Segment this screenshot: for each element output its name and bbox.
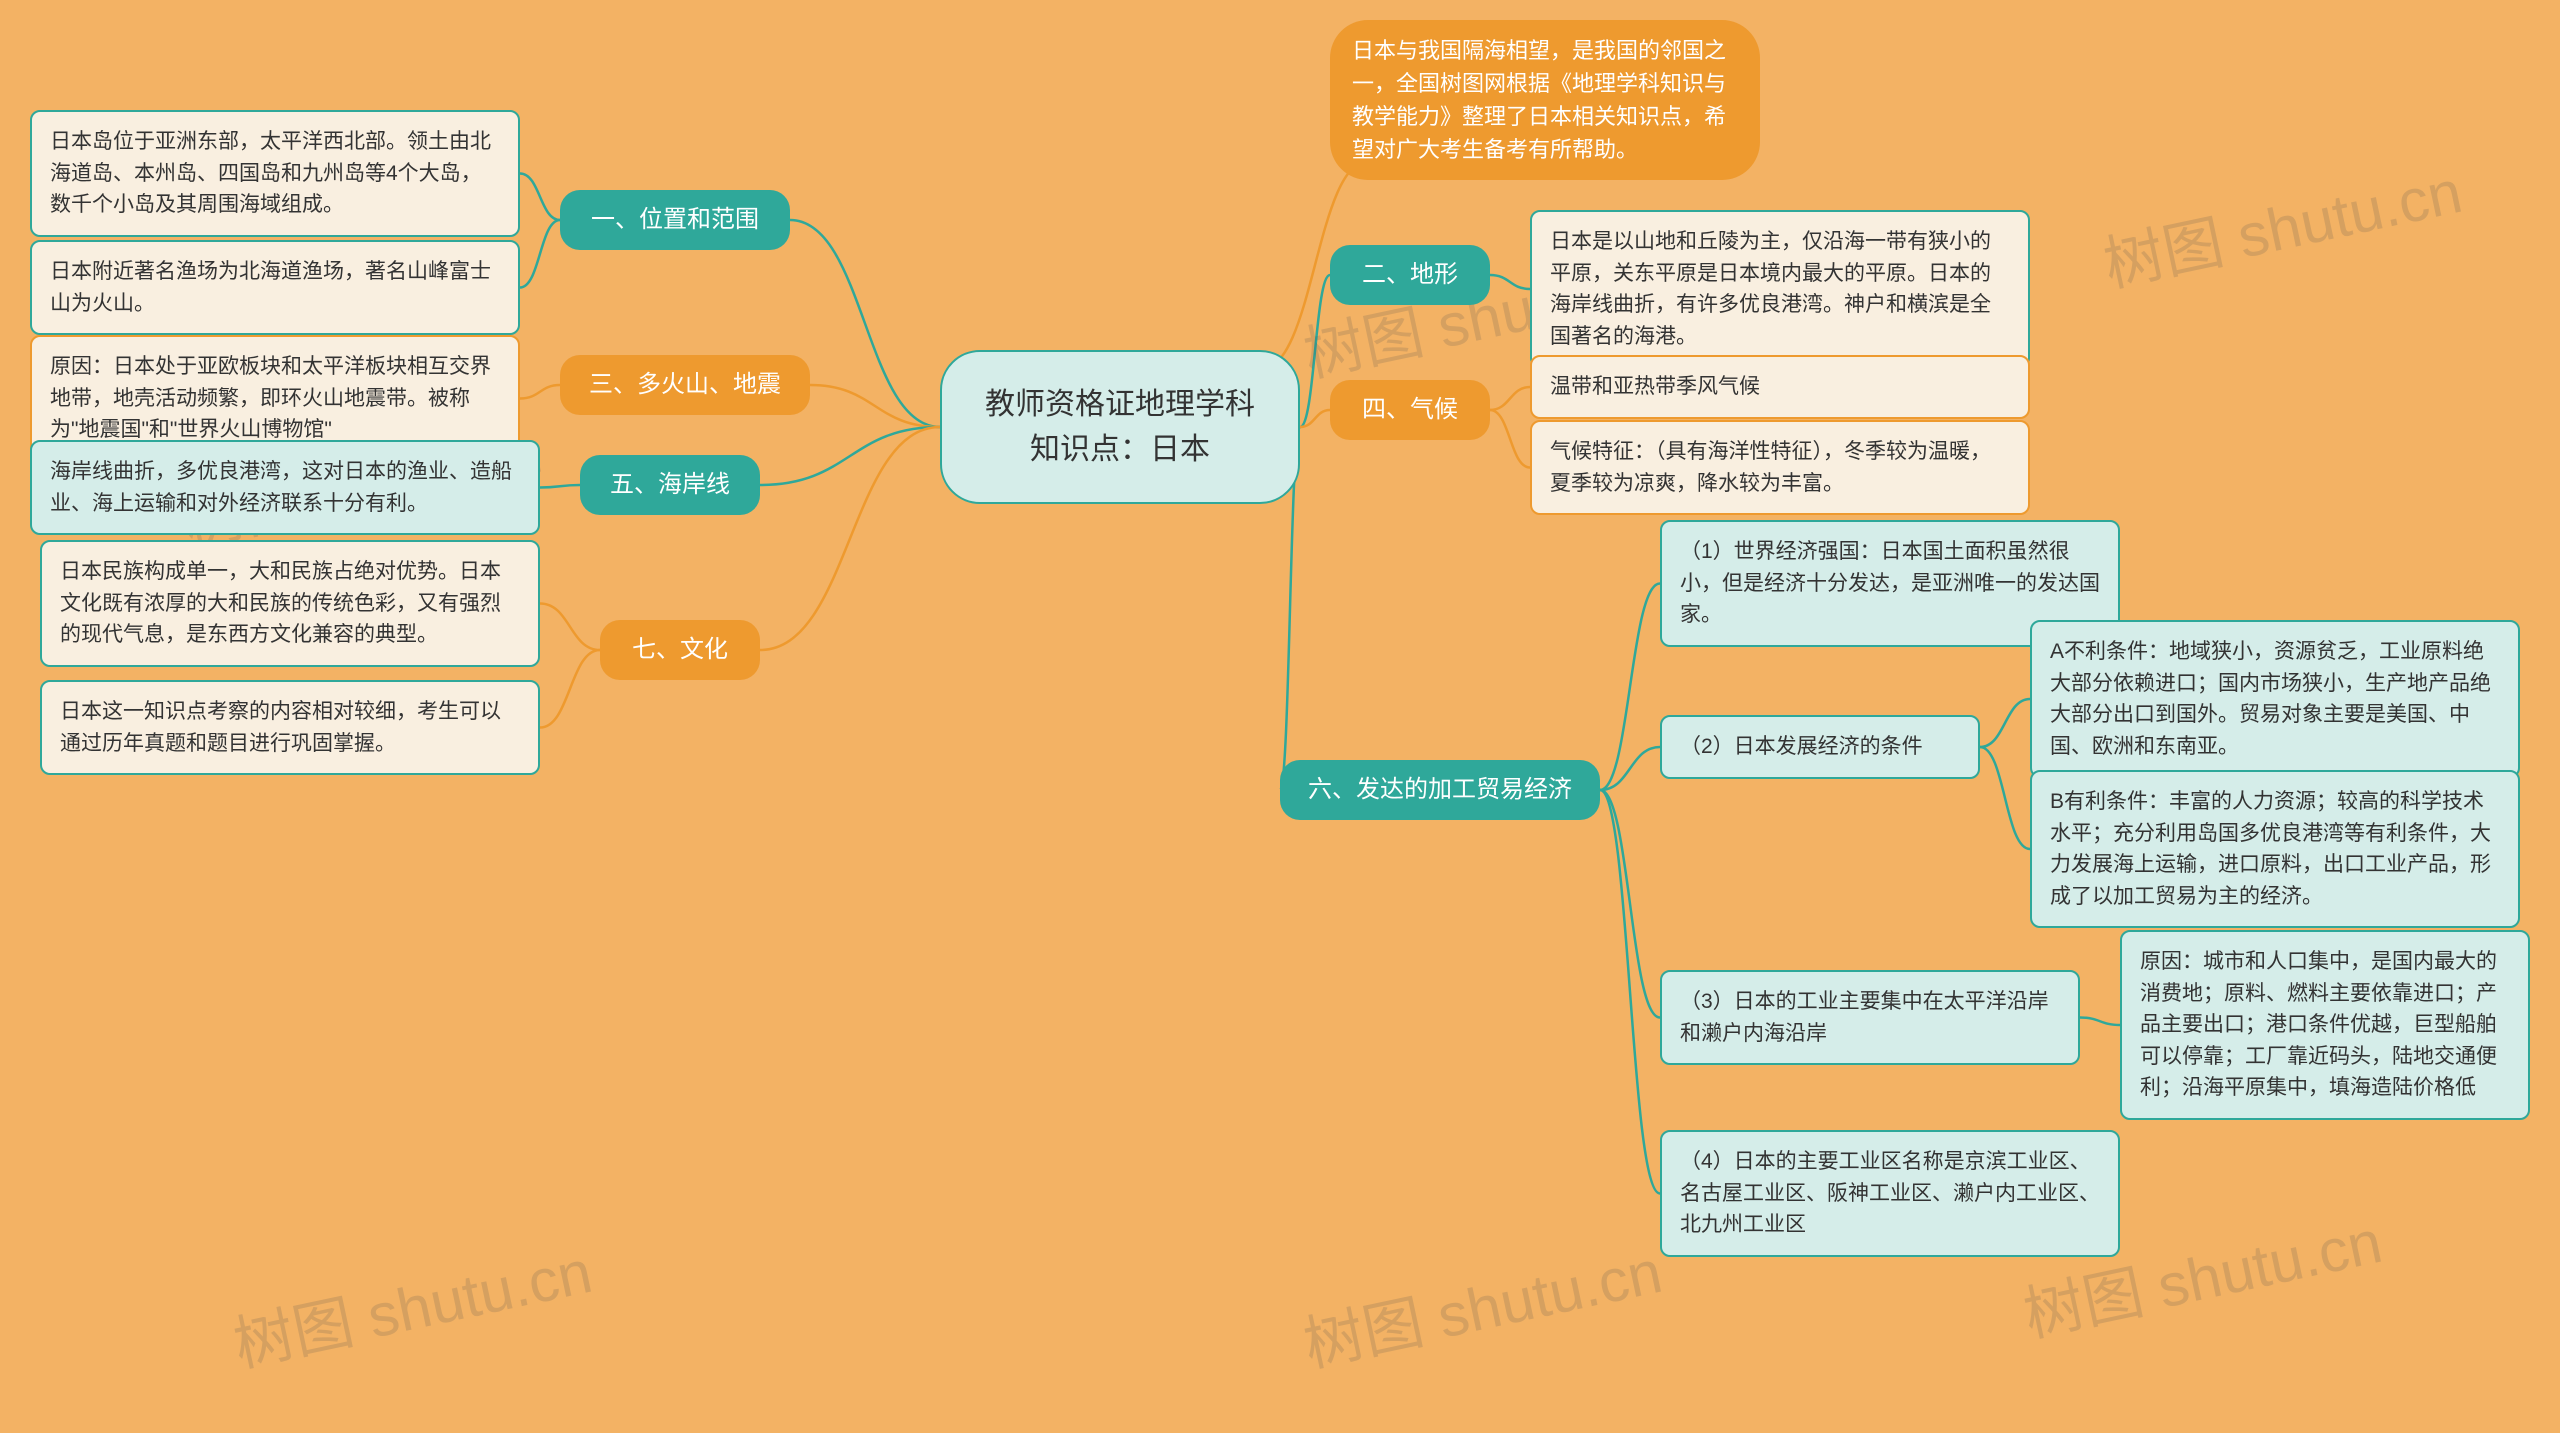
leaf-b6-2: （3）日本的工业主要集中在太平洋沿岸和濑户内海沿岸 bbox=[1660, 970, 2080, 1065]
branch-b5: 五、海岸线 bbox=[580, 455, 760, 515]
watermark: 树图 shutu.cn bbox=[225, 1223, 599, 1384]
branch-b1: 一、位置和范围 bbox=[560, 190, 790, 250]
leaf-b4-1: 气候特征：（具有海洋性特征），冬季较为温暖，夏季较为凉爽，降水较为丰富。 bbox=[1530, 420, 2030, 515]
leaf-b6-1-0: A不利条件：地域狭小，资源贫乏，工业原料绝大部分依赖进口；国内市场狭小，生产地产… bbox=[2030, 620, 2520, 778]
leaf-b1-0: 日本岛位于亚洲东部，太平洋西北部。领土由北海道岛、本州岛、四国岛和九州岛等4个大… bbox=[30, 110, 520, 237]
branch-b2: 二、地形 bbox=[1330, 245, 1490, 305]
mindmap-canvas: 树图 shutu.cn树图 shutu.cn树图 shutu.cn树图 shut… bbox=[0, 0, 2560, 1433]
root-node: 教师资格证地理学科知识点：日本 bbox=[940, 350, 1300, 504]
branch-b4: 四、气候 bbox=[1330, 380, 1490, 440]
watermark: 树图 shutu.cn bbox=[1295, 1223, 1669, 1384]
leaf-b1-1: 日本附近著名渔场为北海道渔场，著名山峰富士山为火山。 bbox=[30, 240, 520, 335]
watermark: 树图 shutu.cn bbox=[2095, 143, 2469, 304]
branch-b7: 七、文化 bbox=[600, 620, 760, 680]
leaf-b7-0: 日本民族构成单一，大和民族占绝对优势。日本文化既有浓厚的大和民族的传统色彩，又有… bbox=[40, 540, 540, 667]
leaf-b2-0: 日本是以山地和丘陵为主，仅沿海一带有狭小的平原，关东平原是日本境内最大的平原。日… bbox=[1530, 210, 2030, 368]
branch-b6: 六、发达的加工贸易经济 bbox=[1280, 760, 1600, 820]
intro-node: 日本与我国隔海相望，是我国的邻国之一，全国树图网根据《地理学科知识与教学能力》整… bbox=[1330, 20, 1760, 180]
leaf-b5-0: 海岸线曲折，多优良港湾，这对日本的渔业、造船业、海上运输和对外经济联系十分有利。 bbox=[30, 440, 540, 535]
leaf-b6-1: （2）日本发展经济的条件 bbox=[1660, 715, 1980, 779]
leaf-b6-2-0: 原因：城市和人口集中，是国内最大的消费地；原料、燃料主要依靠进口；产品主要出口；… bbox=[2120, 930, 2530, 1120]
leaf-b6-1-1: B有利条件：丰富的人力资源；较高的科学技术水平；充分利用岛国多优良港湾等有利条件… bbox=[2030, 770, 2520, 928]
leaf-b7-1: 日本这一知识点考察的内容相对较细，考生可以通过历年真题和题目进行巩固掌握。 bbox=[40, 680, 540, 775]
leaf-b6-3: （4）日本的主要工业区名称是京滨工业区、名古屋工业区、阪神工业区、濑户内工业区、… bbox=[1660, 1130, 2120, 1257]
branch-b3: 三、多火山、地震 bbox=[560, 355, 810, 415]
leaf-b4-0: 温带和亚热带季风气候 bbox=[1530, 355, 2030, 419]
